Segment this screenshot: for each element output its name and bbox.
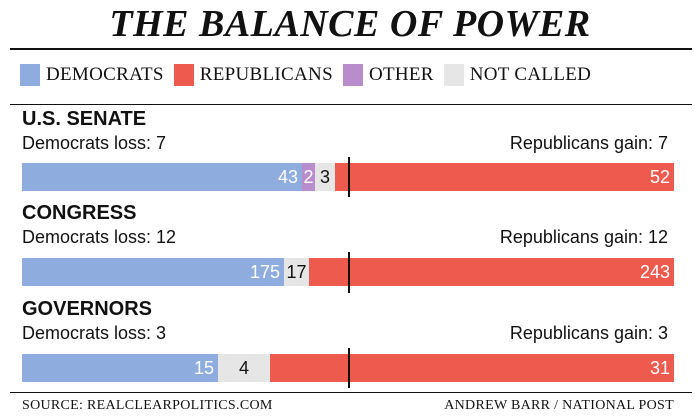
governors-republicans-gain: Republicans gain: 3 bbox=[509, 323, 668, 343]
legend-item-not-called: NOT CALLED bbox=[443, 64, 592, 86]
senate-democrats-loss: Democrats loss: 7 bbox=[22, 133, 167, 153]
governors-majority-line bbox=[348, 348, 350, 388]
congress-value-dem: 175 bbox=[249, 261, 280, 282]
title-divider bbox=[10, 48, 692, 50]
legend-swatch-democrats bbox=[20, 64, 40, 86]
congress-bar-dem: 175 bbox=[22, 258, 284, 286]
senate-republicans-gain: Republicans gain: 7 bbox=[509, 133, 668, 153]
senate-bar-dem: 43 bbox=[22, 163, 302, 191]
congress-bar: 175 17 243 bbox=[22, 258, 674, 286]
source-note: SOURCE: REALCLEARPOLITICS.COM bbox=[22, 398, 273, 413]
senate-value-dem: 43 bbox=[277, 166, 298, 187]
section-title-senate: U.S. SENATE bbox=[22, 108, 147, 130]
legend: DEMOCRATS REPUBLICANS OTHER NOT CALLED bbox=[20, 62, 601, 88]
senate-bar-rep: 52 bbox=[335, 163, 674, 191]
governors-value-dem: 15 bbox=[193, 357, 214, 378]
senate-bar-nc: 3 bbox=[315, 163, 335, 191]
legend-swatch-not-called bbox=[443, 64, 464, 86]
footer-divider bbox=[10, 392, 692, 393]
governors-bar-dem: 15 bbox=[22, 354, 218, 382]
senate-value-nc: 3 bbox=[319, 166, 330, 187]
governors-value-nc: 4 bbox=[238, 357, 249, 378]
governors-democrats-loss: Democrats loss: 3 bbox=[22, 323, 167, 343]
legend-swatch-republicans bbox=[173, 64, 194, 86]
senate-bar: 43 2 3 52 bbox=[22, 163, 674, 191]
governors-bar: 15 4 31 bbox=[22, 354, 674, 382]
legend-swatch-other bbox=[342, 64, 363, 86]
legend-item-republicans: REPUBLICANS bbox=[173, 64, 333, 86]
congress-value-rep: 243 bbox=[639, 261, 670, 282]
congress-bar-nc: 17 bbox=[284, 258, 309, 286]
chart-title: THE BALANCE OF POWER bbox=[109, 3, 591, 45]
legend-label-democrats: DEMOCRATS bbox=[46, 64, 164, 85]
governors-value-rep: 31 bbox=[649, 357, 670, 378]
section-divider bbox=[10, 104, 692, 105]
senate-bar-oth: 2 bbox=[302, 163, 315, 191]
legend-label-republicans: REPUBLICANS bbox=[199, 64, 333, 85]
congress-republicans-gain: Republicans gain: 12 bbox=[499, 227, 668, 247]
senate-majority-line bbox=[348, 157, 350, 197]
credit-note: ANDREW BARR / NATIONAL POST bbox=[444, 398, 674, 413]
senate-value-oth: 2 bbox=[303, 166, 314, 187]
congress-bar-rep: 243 bbox=[309, 258, 674, 286]
congress-majority-line bbox=[348, 252, 350, 293]
section-title-congress: CONGRESS bbox=[22, 202, 137, 224]
section-title-governors: GOVERNORS bbox=[22, 298, 153, 320]
senate-value-rep: 52 bbox=[649, 166, 670, 187]
governors-bar-rep: 31 bbox=[270, 354, 674, 382]
congress-value-nc: 17 bbox=[286, 261, 307, 282]
legend-label-not-called: NOT CALLED bbox=[469, 64, 592, 85]
legend-item-democrats: DEMOCRATS bbox=[20, 64, 164, 86]
legend-label-other: OTHER bbox=[368, 64, 434, 85]
congress-democrats-loss: Democrats loss: 12 bbox=[22, 227, 177, 247]
legend-item-other: OTHER bbox=[342, 64, 434, 86]
governors-bar-nc: 4 bbox=[218, 354, 270, 382]
